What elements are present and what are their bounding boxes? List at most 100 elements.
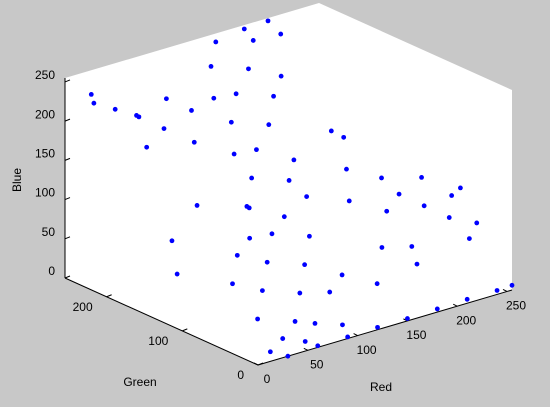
x-tick xyxy=(452,303,458,307)
point xyxy=(341,134,347,140)
point xyxy=(255,316,261,322)
point xyxy=(464,296,470,302)
point xyxy=(259,288,265,294)
point xyxy=(509,282,515,288)
point xyxy=(302,339,308,344)
x-tick xyxy=(353,333,358,337)
point xyxy=(169,238,175,244)
z-axis-title: Blue xyxy=(10,168,24,192)
point xyxy=(375,324,380,330)
point xyxy=(191,139,197,145)
point xyxy=(163,96,169,102)
z-tick xyxy=(64,79,71,83)
point xyxy=(396,191,402,197)
point xyxy=(228,119,234,125)
point xyxy=(339,272,345,278)
y-tick xyxy=(106,294,112,298)
point xyxy=(280,336,286,341)
z-tick-label: 50 xyxy=(42,225,56,239)
point xyxy=(144,144,150,150)
point xyxy=(466,236,472,241)
x-tick-label: 250 xyxy=(506,299,526,313)
point xyxy=(213,39,219,45)
point xyxy=(434,306,440,312)
z-tick-label: 200 xyxy=(35,107,55,121)
point xyxy=(379,245,385,250)
point xyxy=(88,91,94,97)
point xyxy=(265,18,271,24)
point xyxy=(340,322,345,328)
point xyxy=(345,334,351,340)
x-axis-title: Red xyxy=(370,380,392,394)
point xyxy=(307,233,312,239)
point xyxy=(374,281,380,287)
x-tick-label: 50 xyxy=(310,357,324,371)
point xyxy=(234,252,240,258)
point xyxy=(346,198,352,204)
y-tick-label: 100 xyxy=(148,334,168,348)
z-tick-label: 250 xyxy=(35,68,55,82)
point xyxy=(250,38,256,43)
y-tick-label: 0 xyxy=(237,368,244,382)
point xyxy=(189,108,194,113)
x-tick xyxy=(253,362,259,366)
y-tick-label: 200 xyxy=(73,300,93,314)
z-tick xyxy=(64,275,71,279)
z-tick xyxy=(64,157,71,161)
point xyxy=(247,235,253,241)
point xyxy=(269,231,275,237)
point xyxy=(241,26,247,32)
point xyxy=(194,203,200,208)
point xyxy=(312,320,318,326)
point xyxy=(458,185,463,191)
point xyxy=(208,64,214,69)
point xyxy=(297,290,303,296)
point xyxy=(474,220,480,226)
point xyxy=(421,203,427,209)
point xyxy=(112,106,118,112)
point xyxy=(281,214,287,220)
point xyxy=(292,319,298,324)
x-tick-label: 0 xyxy=(264,372,271,386)
z-tick xyxy=(64,236,71,240)
point xyxy=(266,122,272,128)
point xyxy=(161,126,167,132)
x-tick-label: 100 xyxy=(357,343,377,357)
point xyxy=(91,100,97,106)
z-tick-label: 100 xyxy=(35,186,55,200)
point xyxy=(211,95,217,101)
x-tick-label: 150 xyxy=(406,328,426,342)
point xyxy=(494,288,500,293)
y-axis-title: Green xyxy=(123,375,156,389)
axis-line xyxy=(64,277,259,366)
z-tick-label: 150 xyxy=(35,147,55,161)
point xyxy=(291,157,297,163)
x-tick xyxy=(502,289,508,292)
point xyxy=(286,178,292,183)
point xyxy=(231,151,237,157)
point xyxy=(264,259,270,265)
point xyxy=(246,205,252,211)
point xyxy=(304,194,310,200)
point xyxy=(379,175,384,181)
x-tick-label: 200 xyxy=(456,313,476,327)
point xyxy=(271,93,276,99)
z-tick-label: 0 xyxy=(48,264,55,278)
x-tick xyxy=(303,347,309,351)
axes-box xyxy=(65,3,512,365)
axis-line xyxy=(257,289,513,366)
z-tick xyxy=(64,118,71,122)
point xyxy=(249,175,255,181)
point xyxy=(328,128,334,134)
point xyxy=(267,349,273,355)
point xyxy=(278,73,284,79)
point xyxy=(409,244,415,249)
y-tick xyxy=(182,328,188,332)
point xyxy=(405,316,410,321)
y-tick xyxy=(257,362,264,366)
point xyxy=(419,175,424,180)
point xyxy=(233,91,239,97)
point xyxy=(302,262,308,268)
